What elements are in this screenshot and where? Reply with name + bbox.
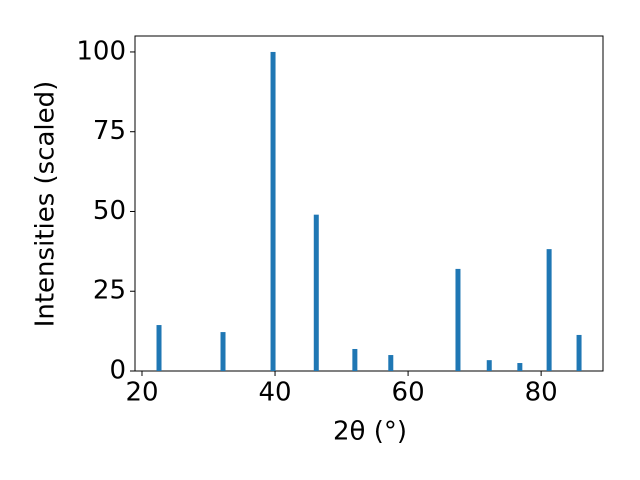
bar <box>517 363 523 371</box>
x-tick-label: 80 <box>525 378 558 408</box>
bar <box>270 51 276 371</box>
y-tick-label: 25 <box>93 276 126 306</box>
y-tick-label: 50 <box>93 196 126 226</box>
y-axis-label: Intensities (scaled) <box>31 81 61 328</box>
bar <box>576 334 582 371</box>
y-tick-label: 75 <box>93 116 126 146</box>
x-tick-label: 60 <box>392 378 425 408</box>
plot-frame <box>134 35 604 372</box>
x-tick-label: 40 <box>258 378 291 408</box>
bar <box>156 325 162 371</box>
bar <box>352 348 358 371</box>
bar <box>546 249 552 371</box>
bar <box>455 268 461 371</box>
bar <box>388 355 394 371</box>
bar <box>486 360 492 371</box>
y-tick-label: 0 <box>109 356 126 386</box>
bar <box>313 214 319 371</box>
x-tick-label: 20 <box>125 378 158 408</box>
bar <box>220 332 226 371</box>
y-tick-label: 100 <box>76 36 126 66</box>
x-axis-label: 2θ (°) <box>333 417 407 447</box>
